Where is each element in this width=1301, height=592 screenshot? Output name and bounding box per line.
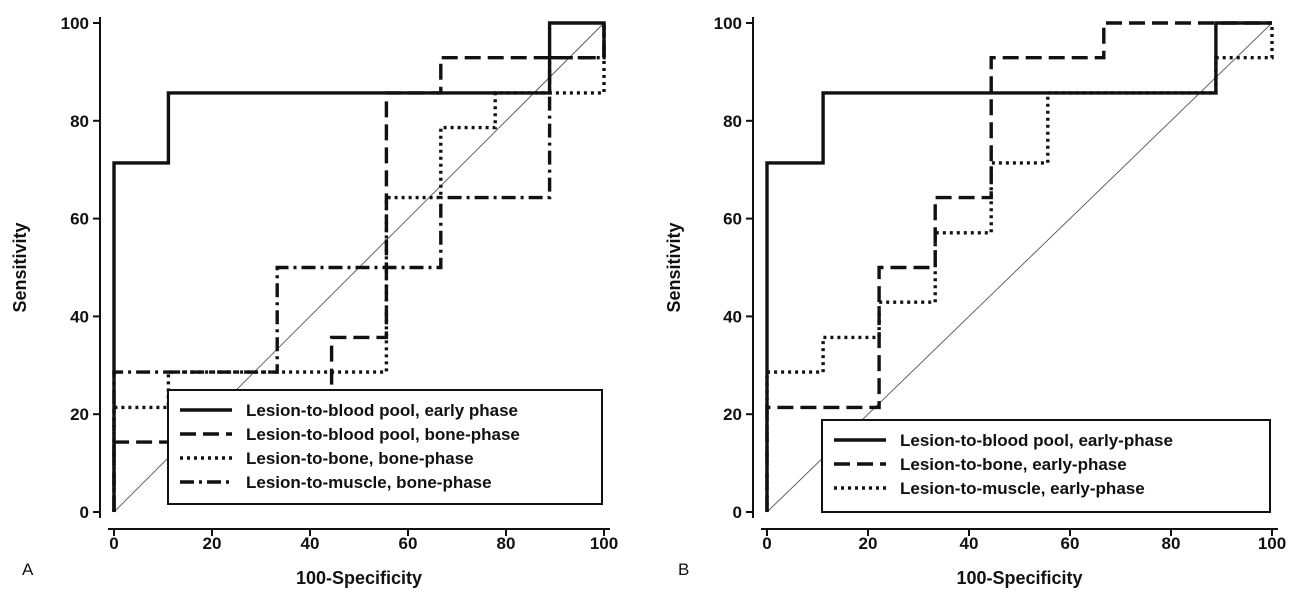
legend-label: Lesion-to-muscle, bone-phase [246,473,492,492]
x-tick-label: 20 [859,534,878,553]
y-tick-label: 20 [70,405,89,424]
y-tick-label: 0 [733,503,742,522]
legend: Lesion-to-blood pool, early-phase Lesion-… [821,419,1271,513]
x-tick-label: 60 [399,534,418,553]
chart-panel-a: 0 20 40 60 80 100 0 20 40 60 80 100 100-Specificity S… [10,14,618,588]
y-axis-title: Sensitivity [10,222,30,312]
y-tick-label: 60 [70,210,89,229]
x-tick-label: 80 [497,534,516,553]
x-tick-label: 0 [762,534,771,553]
legend-label: Lesion-to-blood pool, early phase [246,401,518,420]
roc-curve-series-4 [112,23,606,512]
y-tick-label: 40 [723,307,742,326]
legend-box [821,419,1271,513]
legend-label: Lesion-to-blood pool, early-phase [900,431,1173,450]
roc-curve-series-1 [112,21,606,512]
legend-box [167,389,603,505]
y-tick-label: 20 [723,405,742,424]
legend-label: Lesion-to-bone, early-phase [900,455,1127,474]
panel-letter: B [678,560,689,579]
legend: Lesion-to-blood pool, early phase Lesion-… [167,389,603,505]
x-tick-label: 100 [1258,534,1286,553]
roc-curve-series-1 [765,21,1272,512]
y-tick-label: 80 [70,112,89,131]
y-tick-label: 40 [70,307,89,326]
y-tick-label: 0 [80,503,89,522]
y-axis-title: Sensitivity [664,222,684,312]
x-tick-label: 100 [590,534,618,553]
chart-panel-b: 0 20 40 60 80 100 0 20 40 60 80 100 100-Specificity S… [664,14,1286,588]
legend-label: Lesion-to-bone, bone-phase [246,449,474,468]
roc-curve-series-3 [112,23,606,512]
y-tick-label: 100 [61,14,89,33]
x-tick-label: 60 [1061,534,1080,553]
x-tick-label: 80 [1162,534,1181,553]
x-tick-label: 40 [960,534,979,553]
x-tick-label: 20 [203,534,222,553]
y-tick-label: 100 [714,14,742,33]
legend-label: Lesion-to-blood pool, bone-phase [246,425,520,444]
roc-curve-series-2 [112,23,606,512]
x-axis-title: 100-Specificity [296,568,422,588]
y-tick-label: 60 [723,210,742,229]
x-tick-label: 0 [109,534,118,553]
panel-letter: A [22,560,34,579]
y-tick-label: 80 [723,112,742,131]
legend-label: Lesion-to-muscle, early-phase [900,479,1145,498]
x-axis-title: 100-Specificity [956,568,1082,588]
x-tick-label: 40 [301,534,320,553]
